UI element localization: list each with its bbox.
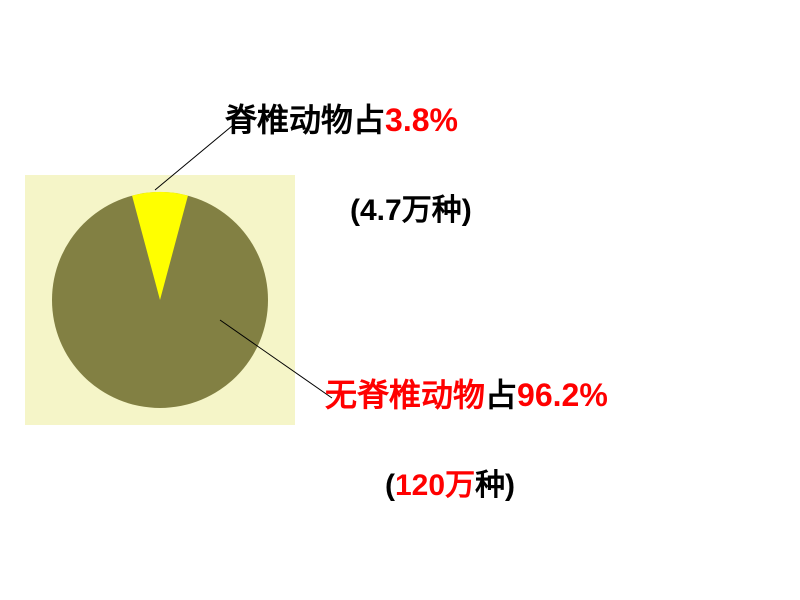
vertebrate-count-suffix: 万种): [402, 194, 472, 227]
invertebrate-label: 无脊椎动物占96.2%: [325, 370, 608, 416]
invertebrate-count-value: 120: [395, 469, 445, 502]
vertebrate-count: (4.7万种): [350, 185, 472, 229]
invertebrate-count: (120万种): [385, 460, 515, 504]
pie-chart-container: [25, 175, 295, 425]
vertebrate-percentage: 3.8%: [385, 102, 458, 138]
vertebrate-count-value: 4.7: [360, 194, 402, 227]
invertebrate-percentage: 96.2%: [517, 377, 608, 413]
invertebrate-count-middle: 万: [445, 469, 475, 502]
vertebrate-count-prefix: (: [350, 194, 360, 227]
vertebrate-prefix: 脊椎动物占: [225, 102, 385, 138]
pie-chart: [50, 190, 270, 410]
invertebrate-name: 无脊椎动物: [325, 377, 485, 413]
invertebrate-count-suffix: 种): [475, 469, 515, 502]
invertebrate-count-prefix: (: [385, 469, 395, 502]
invertebrate-middle: 占: [485, 377, 517, 413]
vertebrate-label: 脊椎动物占3.8%: [225, 95, 458, 141]
